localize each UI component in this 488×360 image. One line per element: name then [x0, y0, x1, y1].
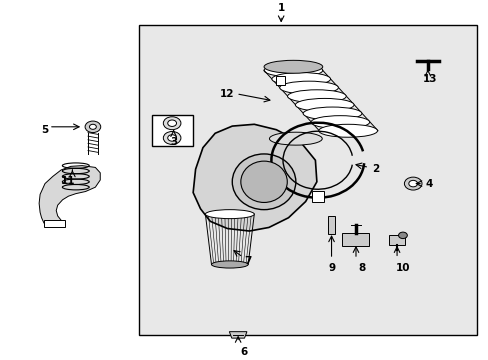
Circle shape — [408, 180, 417, 187]
Bar — [311, 191, 324, 202]
Text: 10: 10 — [395, 263, 410, 273]
Ellipse shape — [271, 72, 330, 85]
Ellipse shape — [205, 210, 254, 219]
Polygon shape — [229, 332, 246, 338]
Bar — [342, 233, 368, 247]
Polygon shape — [193, 124, 316, 231]
Text: 13: 13 — [422, 74, 437, 84]
Text: 8: 8 — [358, 263, 365, 273]
Bar — [151, 115, 193, 146]
Ellipse shape — [264, 60, 322, 73]
Text: 6: 6 — [241, 347, 247, 357]
Text: 4: 4 — [425, 179, 432, 189]
Circle shape — [404, 177, 421, 190]
Text: 5: 5 — [41, 125, 49, 135]
Text: 1: 1 — [277, 3, 284, 13]
Bar — [388, 235, 404, 246]
Ellipse shape — [211, 261, 247, 268]
Polygon shape — [39, 166, 100, 227]
Text: 9: 9 — [328, 263, 335, 273]
Circle shape — [163, 117, 181, 130]
Ellipse shape — [269, 132, 322, 145]
Circle shape — [89, 124, 96, 129]
Ellipse shape — [241, 161, 287, 202]
Ellipse shape — [310, 116, 369, 129]
Ellipse shape — [279, 81, 338, 94]
Ellipse shape — [318, 124, 377, 137]
Ellipse shape — [264, 64, 322, 77]
Ellipse shape — [287, 90, 346, 103]
Text: 2: 2 — [371, 164, 378, 174]
Circle shape — [167, 120, 176, 126]
Circle shape — [398, 232, 407, 239]
Ellipse shape — [303, 107, 361, 120]
Bar — [44, 220, 64, 227]
Text: 12: 12 — [220, 89, 234, 99]
Text: 3: 3 — [170, 137, 177, 147]
Text: 7: 7 — [244, 256, 251, 266]
Circle shape — [167, 135, 176, 141]
Bar — [327, 216, 335, 234]
Text: 11: 11 — [61, 176, 76, 186]
Ellipse shape — [232, 154, 295, 210]
Circle shape — [85, 121, 101, 132]
Bar — [139, 26, 476, 334]
Ellipse shape — [295, 98, 353, 111]
Circle shape — [163, 131, 181, 144]
Bar — [276, 76, 285, 85]
